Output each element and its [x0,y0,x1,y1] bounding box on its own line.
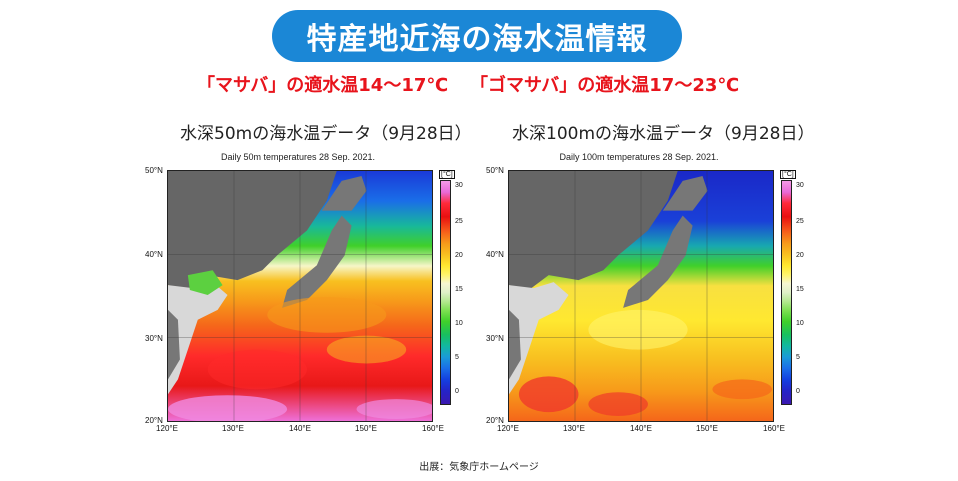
colorbar-tick: 5 [796,354,800,361]
lon-tick: 140°E [289,424,311,433]
colorbar-tick: 20 [796,252,804,259]
colorbar-tick: 20 [455,252,463,259]
temperature-field-100m [509,171,773,421]
masaba-optimal-temp: 「マサバ」の適水温14〜17℃ [197,75,449,96]
lon-tick: 150°E [696,424,718,433]
temperature-field-50m [168,171,432,421]
lat-tick: 30°N [486,334,504,343]
lon-tick: 120°E [497,424,519,433]
lat-tick: 20°N [486,416,504,425]
lon-tick: 160°E [422,424,444,433]
page-title: 特産地近海の海水温情報 [306,22,648,57]
colorbar-tick: 15 [796,286,804,293]
colorbar-50m [440,180,451,405]
colorbar-tick: 25 [796,218,804,225]
page-title-banner: 特産地近海の海水温情報 [272,10,682,62]
source-credit: 出展：気象庁ホームページ [419,462,539,473]
lon-tick: 130°E [222,424,244,433]
lat-tick: 20°N [145,416,163,425]
colorbar-unit: [°C] [439,170,455,179]
lon-tick: 150°E [355,424,377,433]
map-panel-50m: Daily 50m temperatures 28 Sep. 2021. 50°… [145,152,477,442]
lat-tick: 50°N [145,166,163,175]
colorbar-tick: 25 [455,218,463,225]
lat-tick: 40°N [145,250,163,259]
map-heading-100m: 水深100mの海水温データ（9月28日） [512,124,815,144]
colorbar-tick: 0 [455,388,459,395]
sea-temperature-map-100m [508,170,774,422]
plot-title-50m: Daily 50m temperatures 28 Sep. 2021. [220,152,376,162]
lat-tick: 50°N [486,166,504,175]
lon-tick: 120°E [156,424,178,433]
colorbar-tick: 10 [796,320,804,327]
colorbar-tick: 10 [455,320,463,327]
colorbar-tick: 30 [796,182,804,189]
colorbar-tick: 30 [455,182,463,189]
gomasaba-optimal-temp: 「ゴマサバ」の適水温17〜23℃ [470,75,740,96]
colorbar-unit: [°C] [780,170,796,179]
colorbar-tick: 5 [455,354,459,361]
colorbar-tick: 0 [796,388,800,395]
lat-tick: 30°N [145,334,163,343]
plot-title-100m: Daily 100m temperatures 28 Sep. 2021. [559,152,719,162]
lon-tick: 160°E [763,424,785,433]
colorbar-tick: 15 [455,286,463,293]
colorbar-100m [781,180,792,405]
map-heading-50m: 水深50mの海水温データ（9月28日） [180,124,472,144]
lat-tick: 40°N [486,250,504,259]
map-panel-100m: Daily 100m temperatures 28 Sep. 2021. 50… [486,152,818,442]
lon-tick: 130°E [563,424,585,433]
lon-tick: 140°E [630,424,652,433]
sea-temperature-map-50m [167,170,433,422]
